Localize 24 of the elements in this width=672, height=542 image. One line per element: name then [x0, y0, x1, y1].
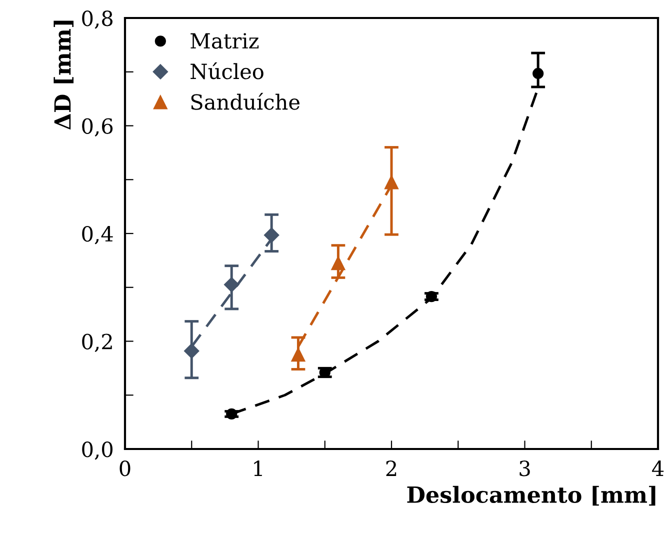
point — [331, 256, 346, 270]
x-tick-label: 2 — [386, 460, 396, 476]
x-tick-label: 4 — [652, 460, 664, 476]
point — [426, 290, 438, 302]
x-axis-title: Deslocamento [mm] — [407, 486, 656, 506]
point — [224, 277, 240, 292]
point — [384, 175, 398, 190]
legend-label: Núcleo — [190, 62, 264, 80]
y-tick-label: 0,4 — [82, 226, 113, 244]
x-tick-label: 3 — [520, 460, 530, 476]
point — [184, 343, 200, 359]
point — [291, 348, 306, 362]
x-tick-label: 0 — [120, 460, 130, 476]
y-tick-label: 0,2 — [82, 334, 112, 352]
y-tick-label: 0,0 — [82, 441, 113, 460]
point — [264, 228, 280, 243]
legend-label: Matriz — [190, 33, 259, 49]
legend-label: Sanduíche — [191, 92, 300, 110]
point — [226, 408, 238, 420]
y-tick-label: 0,6 — [82, 118, 113, 137]
y-axis-title: ΔD [mm] — [54, 20, 74, 130]
point — [532, 68, 544, 80]
x-tick-label: 1 — [254, 460, 262, 476]
y-tick-label: 0,8 — [82, 10, 112, 29]
